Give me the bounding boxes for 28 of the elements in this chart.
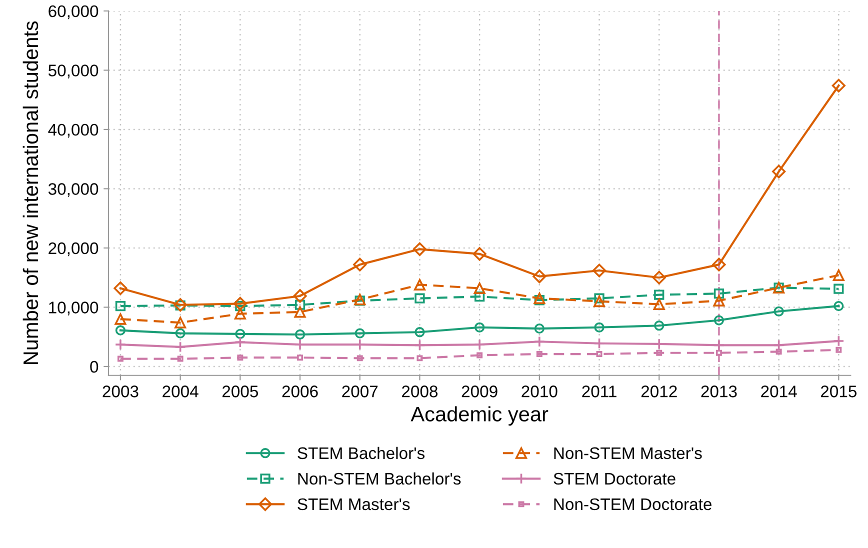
y-tick-label: 40,000 — [48, 124, 98, 138]
y-tick-label: 30,000 — [48, 183, 98, 197]
legend-label: Non-STEM Doctorate — [554, 498, 712, 510]
legend-label: STEM Bachelor's — [298, 446, 425, 460]
legend-label: Non-STEM Bachelor's — [298, 472, 461, 485]
legend-label: STEM Doctorate — [554, 472, 676, 485]
y-tick-label: 50,000 — [48, 64, 98, 78]
x-tick-label: 2003 — [102, 386, 138, 398]
x-tick-label: 2010 — [522, 386, 558, 398]
x-tick-label: 2007 — [342, 386, 378, 398]
x-tick-label: 2013 — [701, 386, 737, 398]
x-tick-label: 2009 — [462, 386, 498, 398]
y-tick-label: 60,000 — [48, 5, 98, 20]
y-tick-label: 20,000 — [48, 242, 98, 256]
x-tick-label: 2008 — [402, 386, 438, 398]
x-axis-title: Academic year — [410, 406, 548, 426]
x-tick-label: 2014 — [761, 386, 797, 398]
legend-label: Non-STEM Master's — [554, 447, 702, 460]
x-tick-label: 2005 — [222, 386, 258, 398]
x-tick-label: 2015 — [820, 386, 857, 398]
x-tick-label: 2011 — [582, 386, 616, 398]
y-tick-label: 0 — [90, 360, 98, 373]
y-axis-title: Number of new international students — [22, 21, 38, 364]
x-tick-label: 2012 — [641, 386, 677, 398]
x-tick-label: 2004 — [162, 386, 198, 398]
legend-label: STEM Master's — [298, 498, 410, 510]
x-tick-label: 2006 — [282, 386, 318, 398]
y-tick-label: 10,000 — [49, 302, 98, 316]
